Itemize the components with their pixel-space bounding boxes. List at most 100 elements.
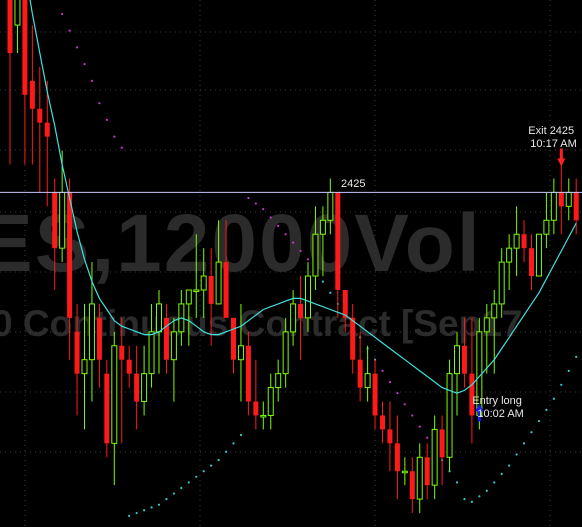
psar-dot <box>61 12 64 16</box>
psar-dot <box>224 450 228 453</box>
candle-body <box>88 303 95 361</box>
candle <box>364 345 371 402</box>
candle-body <box>193 289 200 292</box>
candle-body <box>260 414 267 418</box>
candle <box>535 233 542 277</box>
candle-body <box>44 122 50 137</box>
candle <box>513 206 520 277</box>
candle <box>573 178 579 235</box>
psar-dot <box>388 380 392 384</box>
candle-body <box>327 191 334 221</box>
candle <box>327 178 334 235</box>
candle <box>454 331 460 416</box>
psar-dot <box>560 383 563 386</box>
candle <box>424 443 430 500</box>
candle-body <box>372 373 378 416</box>
psar-dot <box>90 79 94 82</box>
candle-body <box>431 428 438 486</box>
candle <box>237 303 244 402</box>
psar-dot <box>262 208 265 211</box>
candles <box>7 0 579 514</box>
candle <box>29 25 35 165</box>
psar-dot <box>552 397 555 400</box>
psar-dot <box>537 419 541 423</box>
psar-dot <box>508 464 511 467</box>
candle-body <box>491 303 498 319</box>
candle-body <box>245 345 251 402</box>
candle <box>52 178 58 290</box>
candle <box>119 317 125 444</box>
candle-body <box>357 359 363 388</box>
psar-dot <box>381 369 384 372</box>
candle <box>282 317 289 388</box>
candle <box>521 220 527 263</box>
candle <box>416 443 423 514</box>
psar-dot <box>157 503 161 506</box>
candle-body <box>141 373 148 403</box>
psar-dot <box>165 498 168 501</box>
psar-dot <box>135 511 138 515</box>
exit-time: 10:17 AM <box>530 137 577 150</box>
candle-body <box>37 108 43 123</box>
psar-dot <box>485 489 488 492</box>
psar-dot <box>105 118 108 121</box>
candle-body <box>469 373 475 416</box>
candle <box>245 331 251 416</box>
moving-average-line <box>29 0 577 394</box>
candle-body <box>7 0 13 53</box>
psar-dot <box>306 258 310 261</box>
candle <box>319 206 326 277</box>
candle-body <box>342 289 348 318</box>
candle <box>565 178 572 221</box>
candle <box>208 248 214 346</box>
candle <box>22 0 28 165</box>
psar-dot <box>575 355 578 359</box>
candle-body <box>29 80 35 109</box>
candle-body <box>163 317 169 360</box>
candle <box>312 206 319 290</box>
candle-body <box>52 192 58 249</box>
trade-markers <box>475 148 566 422</box>
psar-dot <box>195 475 198 478</box>
candle-body <box>461 345 467 374</box>
psar-dot <box>284 233 287 236</box>
candle <box>394 415 400 500</box>
candle-body <box>439 429 445 458</box>
candle-body <box>483 317 490 333</box>
psar-dot <box>515 453 518 456</box>
candle-body <box>231 317 236 360</box>
psar-dot <box>75 46 79 49</box>
candle <box>550 178 557 235</box>
candle-body <box>394 443 400 472</box>
candle-body <box>535 233 542 277</box>
candle <box>275 359 282 402</box>
candle <box>446 359 453 472</box>
candle <box>372 359 378 430</box>
psar-dot <box>172 492 175 495</box>
candle <box>439 415 445 486</box>
candle <box>305 262 311 332</box>
psar-dot <box>455 481 459 484</box>
candle-body <box>275 373 282 389</box>
candle <box>67 178 73 360</box>
candle <box>350 303 356 374</box>
candle-body <box>126 359 132 374</box>
candle-body <box>290 303 297 333</box>
psar-dot <box>470 500 473 504</box>
candle-body <box>67 192 73 318</box>
candle-body <box>565 191 572 207</box>
candle <box>193 234 200 318</box>
candle-body <box>312 233 319 277</box>
psar-dot <box>202 470 205 473</box>
candle-body <box>543 219 550 235</box>
candle-body <box>282 331 289 375</box>
candle-body <box>380 415 385 430</box>
candle-body <box>521 234 527 249</box>
candle <box>215 220 222 305</box>
candle-body <box>208 276 214 304</box>
candle-body <box>305 275 311 319</box>
candle-body <box>81 359 88 375</box>
candle <box>267 373 274 430</box>
candle <box>44 80 50 207</box>
